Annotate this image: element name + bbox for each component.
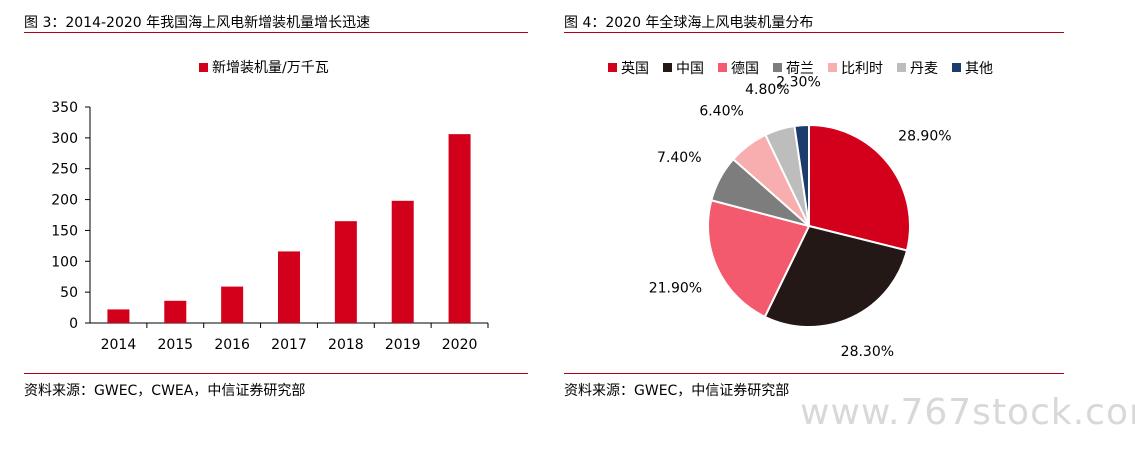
pie-slice-2 xyxy=(707,199,811,319)
y-tick-label: 100 xyxy=(51,254,78,270)
y-tick-label: 350 xyxy=(51,100,78,116)
pie-value-label: 21.90% xyxy=(649,280,702,296)
pie-value-label: 2.30% xyxy=(776,74,820,90)
pie-chart: 英国 中国 德国 荷兰 比利时 丹麦 其他 28.90% 28.30% 21.90% 7.40% 6.… xyxy=(608,60,993,360)
x-tick-label: 2016 xyxy=(214,337,250,353)
bar-2020 xyxy=(448,134,471,323)
pie-legend-swatch-4 xyxy=(828,63,837,72)
x-tick-label: 2014 xyxy=(101,337,137,353)
pie-legend-label: 丹麦 xyxy=(910,61,938,77)
pie-legend-label: 德国 xyxy=(731,61,759,77)
pie-legend-label: 中国 xyxy=(676,61,704,77)
left-title-rule xyxy=(24,32,528,33)
bar-legend-label: 新增装机量/万千瓦 xyxy=(212,60,329,76)
right-title-rule xyxy=(564,32,1064,33)
right-figure-source: 资料来源：GWEC，中信证券研究部 xyxy=(564,383,790,399)
pie-value-label: 28.90% xyxy=(898,129,951,145)
left-figure-panel: 图 3：2014-2020 年我国海上风电新增装机量增长迅速 新增装机量/万千瓦… xyxy=(0,0,540,458)
pie-legend-swatch-5 xyxy=(897,63,906,72)
y-tick-label: 250 xyxy=(51,162,78,178)
bar-legend: 新增装机量/万千瓦 xyxy=(199,60,329,76)
y-tick-label: 150 xyxy=(51,223,78,239)
pie-legend-label: 比利时 xyxy=(841,61,883,77)
right-figure-title: 图 4：2020 年全球海上风电装机量分布 xyxy=(564,15,814,31)
pie-slice-6 xyxy=(793,123,810,227)
pie-value-label: 7.40% xyxy=(657,150,701,166)
y-tick-label: 300 xyxy=(51,131,78,147)
right-figure-panel: 图 4：2020 年全球海上风电装机量分布 英国 中国 德国 荷兰 比利时 丹麦 其他 28.… xyxy=(560,0,1135,458)
right-source-rule xyxy=(564,373,1064,374)
left-figure-source: 资料来源：GWEC，CWEA，中信证券研究部 xyxy=(24,383,306,399)
pie-legend-swatch-6 xyxy=(952,63,961,72)
bar-2016 xyxy=(221,286,244,323)
pie-slice-1 xyxy=(763,224,909,328)
y-tick-label: 0 xyxy=(69,316,78,332)
pie-slice-0 xyxy=(808,123,911,252)
pie-legend-label: 荷兰 xyxy=(786,61,814,77)
pie-legend: 英国 中国 德国 荷兰 比利时 丹麦 其他 xyxy=(608,60,993,77)
bar-legend-swatch xyxy=(199,63,208,72)
x-tick-label: 2018 xyxy=(328,337,364,353)
y-tick-label: 50 xyxy=(60,285,78,301)
x-tick-label: 2019 xyxy=(385,337,421,353)
left-figure-title: 图 3：2014-2020 年我国海上风电新增装机量增长迅速 xyxy=(24,15,371,31)
x-tick-label: 2015 xyxy=(157,337,193,353)
bar-2019 xyxy=(391,200,414,323)
bar-chart: 新增装机量/万千瓦 0 50 100 150 200 250 300 350 2014 2015 20… xyxy=(51,60,489,353)
pie-value-label: 28.30% xyxy=(841,344,894,360)
pie-legend-swatch-1 xyxy=(663,63,672,72)
pie-legend-swatch-2 xyxy=(718,63,727,72)
pie-value-label: 4.80% xyxy=(745,82,789,98)
pie-legend-swatch-3 xyxy=(773,63,782,72)
pie-legend-swatch-0 xyxy=(608,63,617,72)
bar-2018 xyxy=(334,221,357,323)
bar-2017 xyxy=(278,251,300,323)
bar-2014 xyxy=(107,309,130,323)
bar-2015 xyxy=(164,300,187,323)
pie-legend-label: 英国 xyxy=(621,60,649,77)
watermark-text: www.767stock.com xyxy=(800,392,1135,433)
y-tick-label: 200 xyxy=(51,193,78,209)
x-tick-label: 2020 xyxy=(442,337,478,353)
x-tick-label: 2017 xyxy=(271,337,307,353)
pie-legend-label: 其他 xyxy=(965,61,993,77)
left-source-rule xyxy=(24,373,528,374)
pie-value-label: 6.40% xyxy=(699,103,743,119)
